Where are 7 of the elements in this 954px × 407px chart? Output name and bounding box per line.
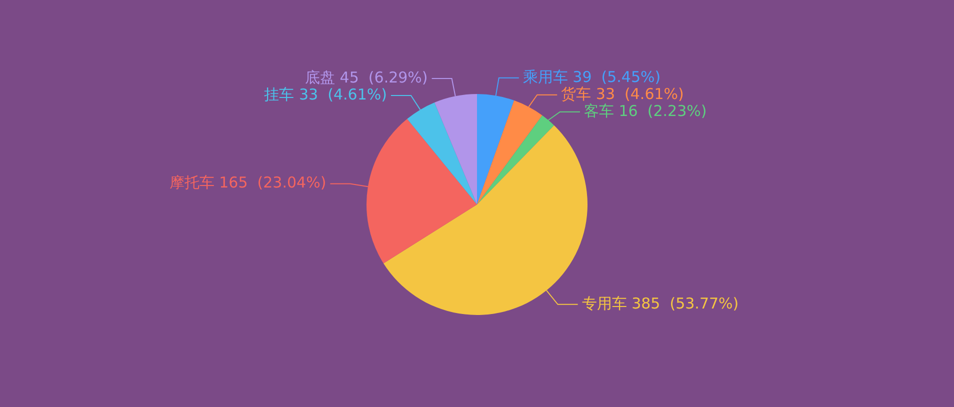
slice-label: 货车 33 (4.61%) xyxy=(561,84,684,103)
slice-label: 底盘 45 (6.29%) xyxy=(305,68,428,86)
slice-label: 挂车 33 (4.61%) xyxy=(264,85,387,104)
slice-label: 专用车 385 (53.77%) xyxy=(582,294,739,312)
slice-label: 客车 16 (2.23%) xyxy=(584,102,707,120)
slice-label: 摩托车 165 (23.04%) xyxy=(169,174,326,192)
slice-label: 乘用车 39 (5.45%) xyxy=(522,68,661,86)
